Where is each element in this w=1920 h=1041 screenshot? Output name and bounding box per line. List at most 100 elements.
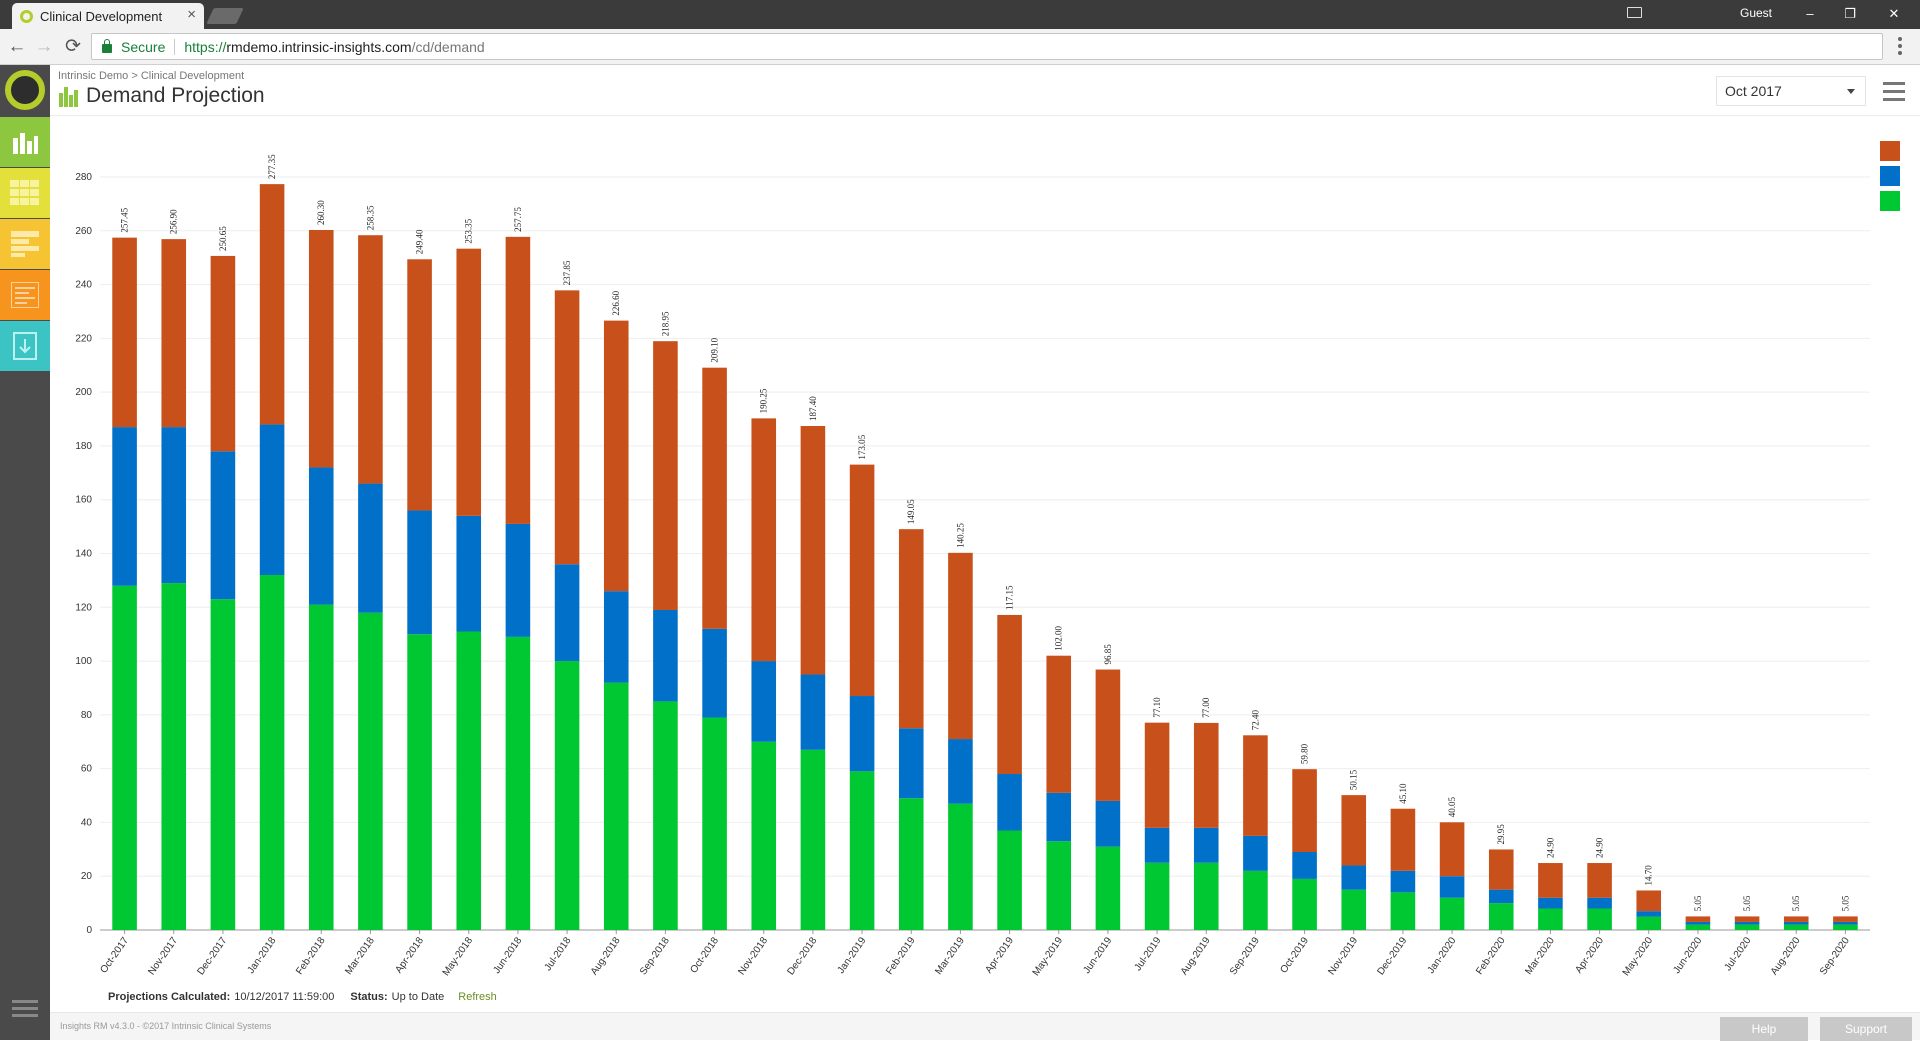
bar-segment[interactable] bbox=[948, 739, 973, 804]
reload-button[interactable]: ⟳ bbox=[65, 36, 81, 57]
bar-segment[interactable] bbox=[407, 259, 432, 511]
bar-segment[interactable] bbox=[800, 674, 826, 750]
bar-segment[interactable] bbox=[1439, 876, 1465, 898]
app-logo[interactable] bbox=[5, 70, 45, 110]
bar-segment[interactable] bbox=[1783, 924, 1809, 930]
restore-button[interactable]: ❐ bbox=[1844, 6, 1856, 21]
bar-segment[interactable] bbox=[1390, 870, 1416, 893]
bar-segment[interactable] bbox=[112, 427, 137, 586]
bar-segment[interactable] bbox=[1341, 865, 1367, 890]
bar-segment[interactable] bbox=[1341, 889, 1367, 930]
legend-swatch-series-2[interactable] bbox=[1880, 166, 1900, 186]
bar-segment[interactable] bbox=[259, 575, 285, 930]
url-input[interactable]: Secure https:// rmdemo.intrinsic-insight… bbox=[91, 33, 1883, 60]
bar-segment[interactable] bbox=[1734, 921, 1760, 925]
sidebar-grid-button[interactable] bbox=[0, 168, 50, 218]
bar-segment[interactable] bbox=[603, 682, 629, 930]
bar-segment[interactable] bbox=[554, 564, 580, 662]
bar-segment[interactable] bbox=[1587, 897, 1612, 909]
bar-segment[interactable] bbox=[1243, 835, 1268, 871]
bar-segment[interactable] bbox=[259, 424, 285, 576]
bar-segment[interactable] bbox=[997, 830, 1022, 930]
bar-segment[interactable] bbox=[1538, 863, 1563, 898]
bar-segment[interactable] bbox=[210, 451, 236, 600]
bar-segment[interactable] bbox=[1292, 852, 1317, 879]
bar-segment[interactable] bbox=[1292, 878, 1317, 930]
bar-segment[interactable] bbox=[849, 771, 875, 930]
bar-segment[interactable] bbox=[603, 591, 629, 683]
bar-segment[interactable] bbox=[1734, 924, 1760, 930]
tab-close-icon[interactable]: × bbox=[187, 6, 196, 23]
bar-segment[interactable] bbox=[1193, 827, 1219, 863]
bar-segment[interactable] bbox=[1193, 862, 1219, 930]
help-button[interactable]: Help bbox=[1720, 1017, 1808, 1041]
bar-segment[interactable] bbox=[1439, 897, 1465, 930]
bar-segment[interactable] bbox=[1833, 921, 1858, 925]
forward-button[interactable]: → bbox=[34, 36, 54, 57]
bar-segment[interactable] bbox=[1783, 921, 1809, 925]
month-select[interactable]: Oct 2017 bbox=[1716, 76, 1866, 106]
bar-segment[interactable] bbox=[1636, 916, 1662, 930]
bar-segment[interactable] bbox=[1046, 655, 1072, 793]
bar-segment[interactable] bbox=[702, 628, 727, 718]
browser-menu-icon[interactable] bbox=[1898, 37, 1902, 55]
bar-segment[interactable] bbox=[1390, 892, 1416, 930]
bar-segment[interactable] bbox=[407, 634, 432, 930]
bar-segment[interactable] bbox=[1144, 862, 1170, 930]
bar-segment[interactable] bbox=[1587, 908, 1612, 930]
bar-segment[interactable] bbox=[505, 636, 531, 930]
bar-segment[interactable] bbox=[1046, 792, 1072, 842]
bar-segment[interactable] bbox=[259, 184, 285, 425]
bar-segment[interactable] bbox=[1734, 916, 1760, 922]
bar-segment[interactable] bbox=[702, 367, 727, 629]
new-tab-button[interactable] bbox=[206, 8, 244, 24]
bar-segment[interactable] bbox=[898, 728, 924, 799]
back-button[interactable]: ← bbox=[7, 36, 27, 57]
bar-segment[interactable] bbox=[1685, 924, 1711, 930]
bar-segment[interactable] bbox=[456, 248, 482, 516]
support-button[interactable]: Support bbox=[1820, 1017, 1912, 1041]
close-window-button[interactable]: ✕ bbox=[1888, 6, 1900, 21]
sidebar-list-button[interactable] bbox=[0, 219, 50, 269]
bar-segment[interactable] bbox=[702, 717, 727, 930]
bar-segment[interactable] bbox=[1095, 846, 1121, 930]
bar-segment[interactable] bbox=[210, 255, 236, 452]
app-menu-icon[interactable] bbox=[1883, 82, 1905, 106]
bar-segment[interactable] bbox=[308, 604, 334, 930]
bar-segment[interactable] bbox=[456, 515, 482, 632]
bar-segment[interactable] bbox=[1193, 722, 1219, 828]
bar-segment[interactable] bbox=[1144, 722, 1170, 828]
bar-segment[interactable] bbox=[1243, 735, 1268, 836]
bar-segment[interactable] bbox=[210, 599, 236, 930]
bar-segment[interactable] bbox=[653, 609, 678, 702]
bar-segment[interactable] bbox=[308, 229, 334, 468]
sidebar-demand-button[interactable] bbox=[0, 117, 50, 167]
bar-segment[interactable] bbox=[653, 341, 678, 610]
sidebar-hamburger-icon[interactable] bbox=[12, 1000, 38, 1021]
bar-segment[interactable] bbox=[505, 523, 531, 637]
bar-segment[interactable] bbox=[1685, 916, 1711, 922]
bar-segment[interactable] bbox=[1636, 911, 1662, 917]
bar-segment[interactable] bbox=[751, 661, 777, 742]
bar-segment[interactable] bbox=[849, 464, 875, 697]
legend-swatch-series-1[interactable] bbox=[1880, 191, 1900, 211]
bar-segment[interactable] bbox=[1538, 897, 1563, 909]
bar-segment[interactable] bbox=[358, 235, 383, 484]
bar-segment[interactable] bbox=[1538, 908, 1563, 930]
bar-segment[interactable] bbox=[308, 467, 334, 605]
bar-segment[interactable] bbox=[1488, 903, 1514, 930]
browser-tab[interactable]: Clinical Development × bbox=[12, 3, 204, 29]
bar-segment[interactable] bbox=[1587, 863, 1612, 898]
cast-icon[interactable] bbox=[1627, 7, 1642, 18]
bar-segment[interactable] bbox=[554, 290, 580, 565]
bar-segment[interactable] bbox=[849, 696, 875, 772]
bar-segment[interactable] bbox=[358, 612, 383, 930]
minimize-button[interactable]: – bbox=[1806, 6, 1814, 21]
bar-segment[interactable] bbox=[112, 237, 137, 428]
bar-segment[interactable] bbox=[1685, 921, 1711, 925]
bar-segment[interactable] bbox=[603, 320, 629, 592]
bar-segment[interactable] bbox=[800, 426, 826, 675]
bar-segment[interactable] bbox=[1783, 916, 1809, 922]
bar-segment[interactable] bbox=[1144, 827, 1170, 863]
sidebar-download-button[interactable] bbox=[0, 321, 50, 371]
